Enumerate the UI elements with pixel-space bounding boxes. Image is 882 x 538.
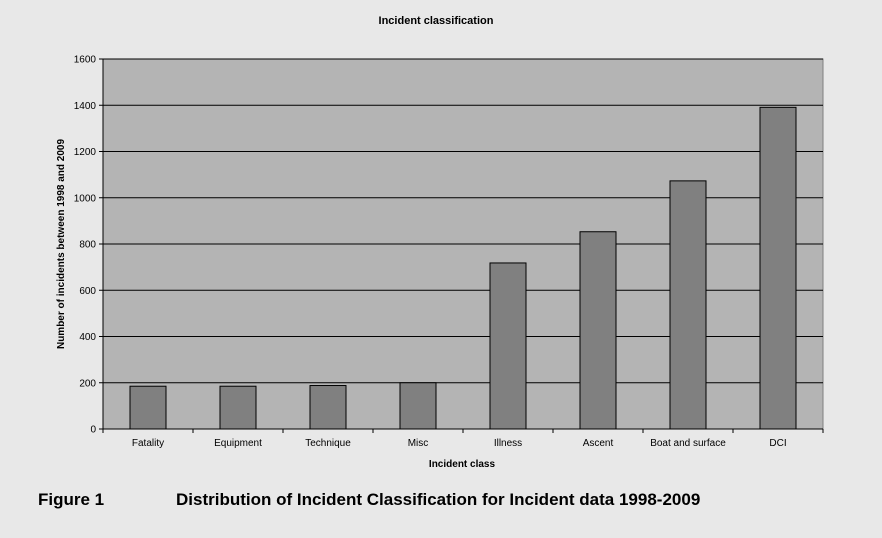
bar [489,262,527,430]
bar [759,106,797,430]
x-tick-label: Ascent [583,438,614,449]
bar [399,382,437,430]
y-tick-label: 0 [90,425,96,436]
y-axis-label: Number of incidents between 1998 and 200… [56,139,67,350]
x-tick-label: Technique [305,438,351,449]
y-tick-label: 1400 [74,101,97,112]
bar [219,385,257,430]
plot-area: 0 200 400 600 800 1000 1200 1400 1600 Fatality Equ… [74,55,824,449]
figure-caption-text: Distribution of Incident Classification … [176,490,701,509]
y-tick-label: 400 [79,332,96,343]
bar [579,231,617,430]
bar [309,385,347,430]
bar-chart: Incident classification 0 200 400 600 800 100… [56,15,824,470]
y-tick-label: 1600 [74,55,97,66]
x-tick-label: Illness [494,438,522,449]
x-tick-label: Misc [408,438,429,449]
y-tick-label: 200 [79,378,96,389]
bar [129,385,167,430]
x-tick-label: Fatality [132,438,164,449]
y-tick-label: 800 [79,240,96,251]
figure-caption: Figure 1 Distribution of Incident Classif… [38,490,700,510]
chart-container: Incident classification 0 200 400 600 800 100… [56,15,824,470]
bar [669,180,707,430]
chart-title: Incident classification [379,15,494,27]
x-tick-label: Boat and surface [650,438,726,449]
y-tick-label: 1000 [74,193,97,204]
y-tick-label: 1200 [74,147,97,158]
x-tick-label: DCI [769,438,786,449]
figure-number: Figure 1 [38,490,105,509]
x-axis-label: Incident class [429,459,496,470]
x-tick-label: Equipment [214,438,262,449]
y-tick-label: 600 [79,286,96,297]
